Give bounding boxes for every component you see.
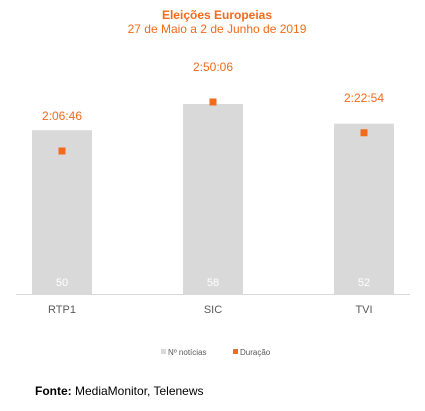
bar-sic [183,104,243,294]
bar-value-label: 52 [358,277,370,289]
x-tick-label: TVI [355,304,372,316]
source-text: MediaMonitor, Telenews [71,384,204,398]
x-tick-label: SIC [204,304,222,316]
bar-value-label: 50 [56,277,68,289]
bar-value-label: 58 [207,277,219,289]
chart-title: Eleições Europeias [162,8,272,22]
bar-tvi [334,123,394,294]
legend-swatch-bars [161,349,166,354]
x-tick-label: RTP1 [48,304,76,316]
duration-value-label: 2:22:54 [344,91,384,105]
source-label: Fonte: [35,384,72,398]
bar-rtp1 [32,130,92,294]
chart-subtitle: 27 de Maio a 2 de Junho de 2019 [128,22,307,36]
duration-value-label: 2:50:06 [193,60,233,74]
duration-marker-tvi [360,129,368,137]
legend-label-bars: Nº notícias [168,348,207,357]
duration-marker-sic [209,98,217,106]
legend-swatch-markers [233,349,238,354]
duration-marker-rtp1 [58,147,66,155]
legend-label-markers: Duração [240,348,271,357]
duration-value-label: 2:06:46 [42,109,82,123]
source-footer: Fonte: MediaMonitor, Telenews [35,384,204,398]
